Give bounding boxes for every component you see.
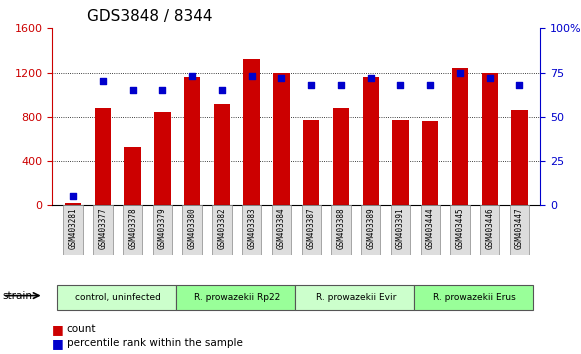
Point bbox=[128, 87, 137, 93]
FancyBboxPatch shape bbox=[93, 205, 113, 255]
Bar bbox=[511, 110, 528, 205]
FancyBboxPatch shape bbox=[295, 285, 414, 310]
FancyBboxPatch shape bbox=[302, 205, 321, 255]
Point bbox=[188, 73, 197, 79]
FancyBboxPatch shape bbox=[63, 205, 83, 255]
Point bbox=[336, 82, 346, 88]
FancyBboxPatch shape bbox=[182, 205, 202, 255]
FancyBboxPatch shape bbox=[212, 205, 232, 255]
Bar bbox=[243, 59, 260, 205]
Bar bbox=[184, 77, 200, 205]
Text: strain: strain bbox=[3, 291, 33, 301]
Text: ■: ■ bbox=[52, 337, 64, 350]
Text: GSM403377: GSM403377 bbox=[98, 208, 107, 250]
FancyBboxPatch shape bbox=[414, 285, 533, 310]
Text: GSM403384: GSM403384 bbox=[277, 208, 286, 250]
Text: GSM403382: GSM403382 bbox=[217, 208, 227, 250]
Text: GDS3848 / 8344: GDS3848 / 8344 bbox=[87, 9, 213, 24]
FancyBboxPatch shape bbox=[123, 205, 142, 255]
Bar bbox=[333, 108, 349, 205]
Text: R. prowazekii Evir: R. prowazekii Evir bbox=[315, 293, 396, 302]
FancyBboxPatch shape bbox=[331, 205, 350, 255]
Bar bbox=[303, 120, 320, 205]
FancyBboxPatch shape bbox=[510, 205, 529, 255]
Bar bbox=[422, 121, 439, 205]
Point bbox=[425, 82, 435, 88]
Bar bbox=[273, 73, 289, 205]
Text: GSM403447: GSM403447 bbox=[515, 208, 524, 250]
Bar bbox=[154, 113, 171, 205]
Point bbox=[456, 70, 465, 75]
Text: count: count bbox=[67, 324, 96, 334]
Text: GSM403445: GSM403445 bbox=[456, 208, 464, 250]
FancyBboxPatch shape bbox=[57, 285, 176, 310]
Bar bbox=[482, 73, 498, 205]
Point bbox=[515, 82, 524, 88]
Text: GSM403378: GSM403378 bbox=[128, 208, 137, 250]
Point bbox=[98, 79, 107, 84]
FancyBboxPatch shape bbox=[421, 205, 440, 255]
FancyBboxPatch shape bbox=[480, 205, 500, 255]
Text: GSM403379: GSM403379 bbox=[158, 208, 167, 250]
Bar bbox=[214, 104, 230, 205]
Bar bbox=[452, 68, 468, 205]
Point bbox=[485, 75, 494, 81]
Text: GSM403444: GSM403444 bbox=[426, 208, 435, 250]
Point bbox=[366, 75, 375, 81]
Point bbox=[307, 82, 316, 88]
Point bbox=[217, 87, 227, 93]
Text: GSM403380: GSM403380 bbox=[188, 208, 196, 250]
Point bbox=[247, 73, 256, 79]
Bar bbox=[124, 147, 141, 205]
FancyBboxPatch shape bbox=[153, 205, 172, 255]
FancyBboxPatch shape bbox=[450, 205, 469, 255]
FancyBboxPatch shape bbox=[272, 205, 291, 255]
Point bbox=[69, 194, 78, 199]
Text: GSM403387: GSM403387 bbox=[307, 208, 315, 250]
FancyBboxPatch shape bbox=[361, 205, 381, 255]
Bar bbox=[95, 108, 111, 205]
Text: R. prowazekii Rp22: R. prowazekii Rp22 bbox=[193, 293, 280, 302]
Point bbox=[158, 87, 167, 93]
Bar bbox=[392, 120, 408, 205]
Text: GSM403388: GSM403388 bbox=[336, 208, 346, 250]
Text: GSM403281: GSM403281 bbox=[69, 208, 78, 250]
FancyBboxPatch shape bbox=[391, 205, 410, 255]
Text: GSM403446: GSM403446 bbox=[485, 208, 494, 250]
Text: GSM403389: GSM403389 bbox=[366, 208, 375, 250]
Text: percentile rank within the sample: percentile rank within the sample bbox=[67, 338, 243, 348]
Point bbox=[277, 75, 286, 81]
Text: GSM403391: GSM403391 bbox=[396, 208, 405, 250]
Bar bbox=[65, 203, 81, 205]
FancyBboxPatch shape bbox=[176, 285, 295, 310]
Bar bbox=[363, 77, 379, 205]
Text: GSM403383: GSM403383 bbox=[247, 208, 256, 250]
Text: R. prowazekii Erus: R. prowazekii Erus bbox=[433, 293, 517, 302]
Point bbox=[396, 82, 405, 88]
FancyBboxPatch shape bbox=[242, 205, 261, 255]
Text: ■: ■ bbox=[52, 323, 64, 336]
Text: control, uninfected: control, uninfected bbox=[75, 293, 161, 302]
